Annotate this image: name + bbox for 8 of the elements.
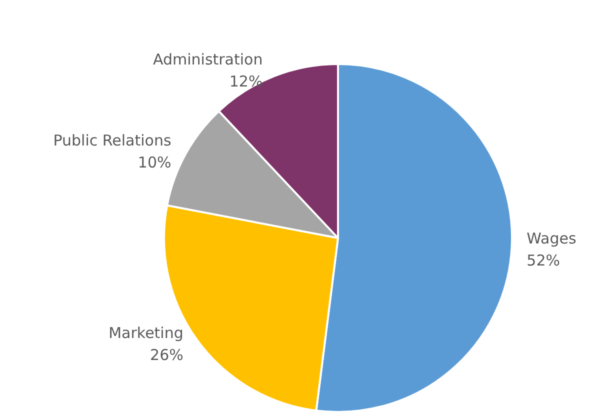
- data-label: 10%: [138, 153, 172, 172]
- slice-label: Wages: [526, 229, 576, 248]
- slice-label: Marketing: [108, 324, 184, 342]
- slice-label: Administration: [152, 50, 263, 69]
- data-label: 52%: [526, 251, 560, 270]
- data-label: 12%: [229, 72, 263, 91]
- slice-label: Public Relations: [53, 131, 172, 150]
- data-label: 26%: [150, 346, 184, 364]
